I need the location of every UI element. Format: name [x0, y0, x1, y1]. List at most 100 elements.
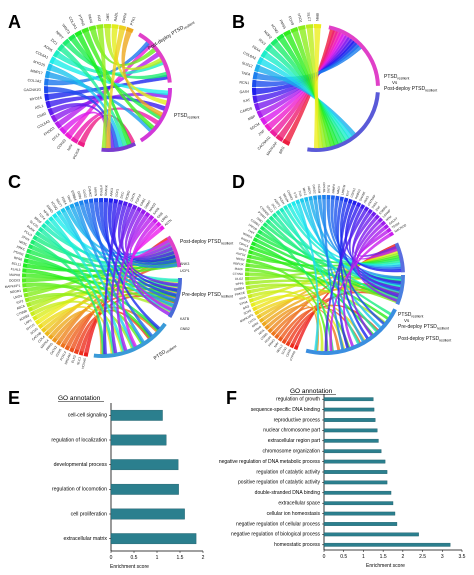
gene-arc	[48, 216, 54, 222]
gene-arc	[64, 345, 71, 351]
gene-arc	[23, 292, 29, 298]
gene-label: DAB1	[139, 197, 147, 206]
chord-ribbon	[111, 202, 178, 292]
gene-arc	[352, 200, 358, 206]
chord-ribbon	[103, 203, 123, 355]
gene-label: PRKCE	[234, 291, 245, 297]
bar	[323, 470, 388, 474]
chord-ribbon	[305, 200, 382, 329]
gene-label: GPR4	[122, 13, 128, 23]
gene-label: GRIN	[76, 191, 82, 200]
gene-label: MAPKIAP	[266, 141, 279, 157]
panel-label-c: C	[8, 172, 21, 192]
panel-d-chord-diagram: PTPRDCDH5SCN1NELL2NAVFRMDRGS6CSMDNFIAPRK…	[233, 182, 452, 361]
gene-arc	[29, 239, 36, 245]
gene-label: SCN1	[281, 346, 288, 355]
gene-label: COL4	[37, 335, 46, 344]
gene-label: KIAA	[239, 295, 247, 301]
x-tick-label: 3.5	[459, 554, 466, 560]
gene-arc	[37, 226, 44, 233]
gene-arc	[289, 343, 295, 349]
gene-arc	[125, 26, 134, 34]
gene-arc	[122, 201, 128, 207]
vs-label: Vs	[404, 318, 410, 323]
gene-arc	[73, 349, 80, 355]
panel-label-f: F	[226, 388, 237, 408]
gene-label: COL6A2	[242, 51, 256, 61]
gene-arc	[383, 224, 390, 230]
gene-label: NAV	[273, 341, 280, 348]
gene-label: CDH5	[55, 348, 63, 358]
x-tick-label: 1.5	[380, 554, 387, 560]
gene-arc	[275, 209, 281, 216]
category-label: nuclear chromosome part	[263, 428, 320, 434]
gene-label: SOX5	[29, 327, 38, 336]
chord-ribbon	[274, 215, 378, 332]
gene-label: PRKG	[253, 324, 263, 333]
gene-label: SLC7	[306, 12, 311, 21]
gene-label: NMB	[316, 12, 320, 21]
gene-arc	[293, 344, 299, 351]
gene-label: NFIB	[42, 209, 50, 217]
panel-e-bar-chart: GO annotation cell-cell signaling regulati…	[51, 395, 204, 570]
gene-label: NOP2	[263, 30, 273, 40]
group-label-subscript: resilient	[187, 116, 199, 120]
gene-arc	[62, 38, 71, 47]
panel-label-a: A	[8, 12, 21, 32]
gene-label: DCC	[119, 190, 125, 198]
gene-label: MAPK8	[9, 273, 20, 277]
chord-ribbon	[278, 30, 338, 139]
gene-label: FHOD3	[43, 126, 55, 136]
gene-arc	[45, 100, 52, 109]
chord-ribbon	[110, 207, 136, 354]
gene-arc	[67, 33, 76, 42]
gene-arc	[49, 56, 56, 65]
gene-arc	[155, 221, 162, 228]
right-gene-label: UCP1	[180, 269, 190, 273]
gene-label: DPP6	[235, 281, 244, 286]
gene-label: LRP1B	[248, 223, 258, 232]
group-label-subscript: resilient	[221, 242, 233, 246]
panel-b-chord-diagram: BRGMAPKIAPCACNA1GZNFSGCMMBPCARDSKATGAS4R…	[239, 12, 437, 156]
gene-arc	[26, 302, 32, 308]
gene-label: ROBO2	[354, 188, 362, 200]
chord-ribbon	[106, 28, 125, 149]
gene-label: DTX4	[51, 133, 60, 142]
gene-arc	[69, 203, 75, 209]
gene-label: PTPN3	[77, 14, 85, 26]
gene-arc	[140, 209, 147, 215]
chord-ribbon	[330, 199, 401, 271]
gene-label: AUTS2	[236, 251, 247, 257]
chord-ribbon	[251, 290, 324, 352]
gene-label: ASTN	[164, 218, 174, 227]
gene-label: CNTN	[247, 317, 256, 325]
category-label: extracellular region part	[268, 438, 321, 444]
gene-label: ABCA	[16, 304, 26, 311]
chord-ribbon	[125, 209, 173, 259]
gene-arc	[245, 285, 251, 290]
gene-arc	[268, 215, 275, 222]
gene-label: MBP	[247, 114, 256, 121]
x-tick-label: 2	[401, 554, 404, 560]
gene-label: PICKIA	[72, 147, 81, 160]
x-tick-label: 1	[156, 555, 159, 561]
gene-label: MAPK1IP1	[239, 313, 254, 324]
gene-label: CTNND2	[259, 205, 270, 217]
gene-label: ZNF	[258, 129, 267, 137]
gene-label: TRIO	[66, 194, 73, 203]
gene-arc	[290, 26, 299, 34]
group-label-subscript: resilient	[437, 327, 449, 331]
category-label: positive regulation of catalytic activit…	[238, 480, 320, 486]
group-arc	[395, 274, 405, 305]
gene-arc	[57, 43, 65, 52]
bar	[323, 522, 398, 526]
gene-label: SGCZ	[265, 205, 274, 214]
gene-label: KATB	[152, 207, 160, 216]
gene-arc	[343, 197, 349, 203]
gene-label: CADM2	[286, 189, 294, 201]
x-tick-label: 2	[202, 555, 205, 561]
category-label: developmental process	[54, 462, 108, 468]
chord-ribbon	[354, 217, 399, 297]
panel-f-bar-chart: GO annotation regulation of growth sequenc…	[219, 388, 466, 569]
gene-arc	[22, 287, 28, 293]
